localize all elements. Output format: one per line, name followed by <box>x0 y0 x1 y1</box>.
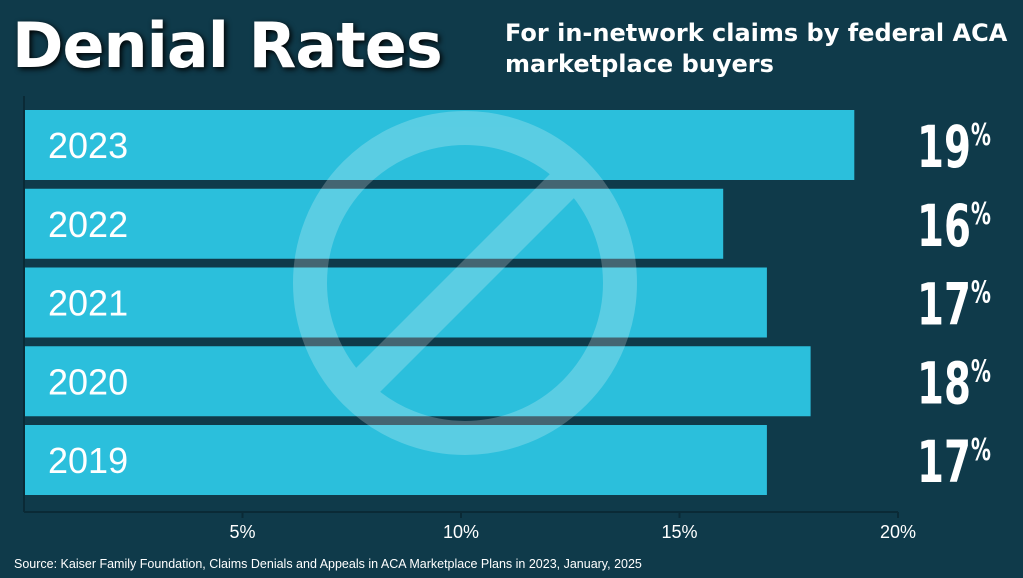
bar-2019 <box>24 425 767 495</box>
bars-group <box>24 110 855 495</box>
value-label-2022: 16% <box>917 192 991 260</box>
x-tick-label-15: 15% <box>661 522 697 542</box>
value-label-2021: 17% <box>917 271 991 339</box>
x-tick-label-5: 5% <box>229 522 255 542</box>
chart-title: Denial Rates <box>12 9 443 82</box>
no-sign-icon <box>293 111 637 455</box>
bar-2022 <box>24 188 724 259</box>
category-label-2021: 2021 <box>48 283 128 324</box>
value-label-2019: 17% <box>917 428 991 496</box>
bar-2021 <box>24 267 767 338</box>
chart-subtitle: For in-network claims by federal ACA mar… <box>505 19 1008 78</box>
value-labels: 19% 16% 17% 18% 17% <box>917 113 991 496</box>
category-labels: 2023 2022 2021 2020 2019 <box>48 125 128 481</box>
x-tick-label-20: 20% <box>880 522 916 542</box>
category-label-2020: 2020 <box>48 361 128 402</box>
bar-2023 <box>24 110 855 180</box>
bar-2020 <box>24 346 811 417</box>
category-label-2022: 2022 <box>48 204 128 245</box>
x-axis: 5% 10% 15% 20% <box>23 96 916 542</box>
category-label-2023: 2023 <box>48 125 128 166</box>
category-label-2019: 2019 <box>48 440 128 481</box>
value-label-2023: 19% <box>917 113 991 181</box>
value-label-2020: 18% <box>917 349 991 417</box>
source-note: Source: Kaiser Family Foundation, Claims… <box>14 557 642 571</box>
x-tick-label-10: 10% <box>443 522 479 542</box>
